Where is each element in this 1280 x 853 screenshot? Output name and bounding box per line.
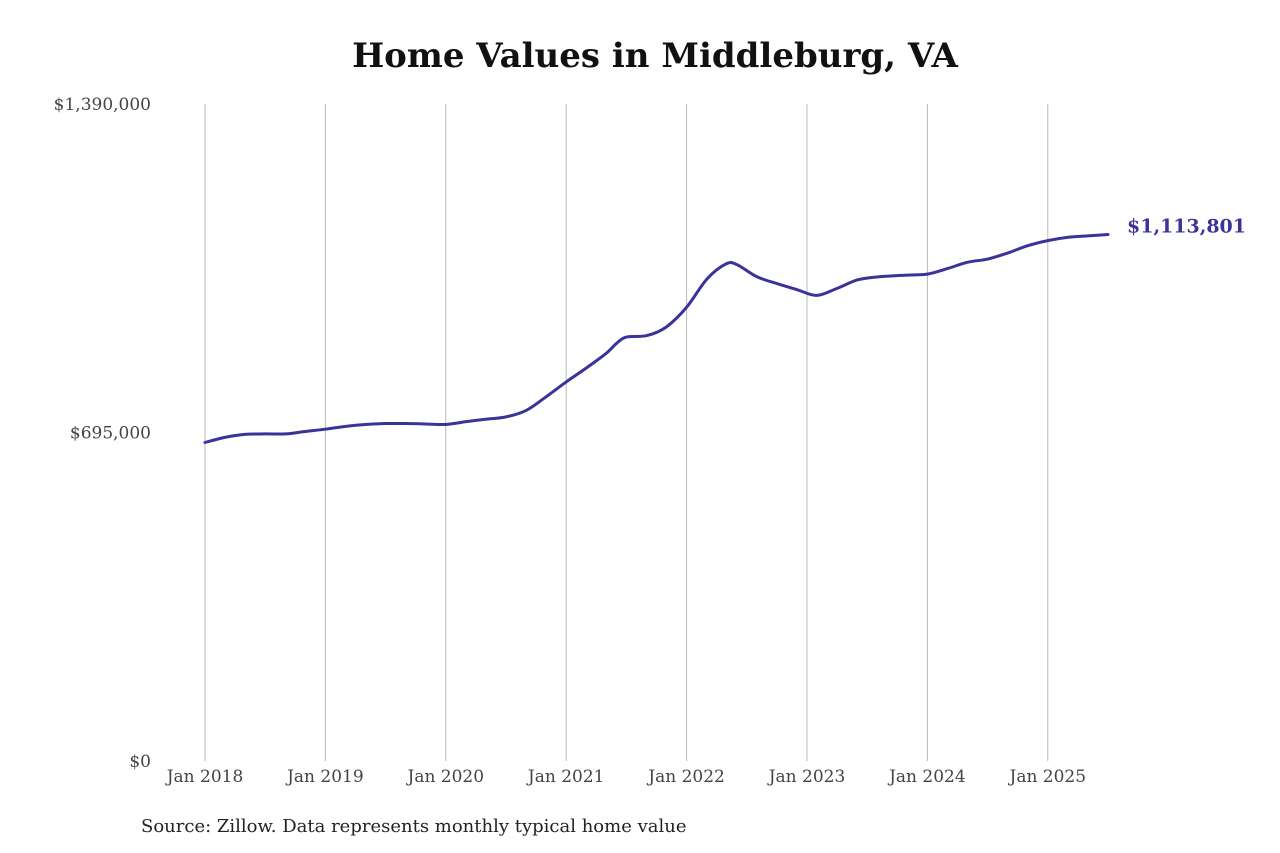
x-tick-label: Jan 2021 <box>526 767 605 787</box>
x-tick-label: Jan 2018 <box>165 767 244 787</box>
x-tick-label: Jan 2019 <box>285 767 364 787</box>
x-tick-label: Jan 2025 <box>1008 767 1087 787</box>
gridlines <box>204 104 1049 761</box>
end-value-label: $1,113,801 <box>1127 216 1246 238</box>
x-tick-label: Jan 2023 <box>767 767 846 787</box>
x-tick-label: Jan 2022 <box>646 767 725 787</box>
end-label-layer: $1,113,801 <box>1127 216 1246 238</box>
series-line <box>203 233 1110 444</box>
source-note: Source: Zillow. Data represents monthly … <box>141 816 687 837</box>
y-tick-label: $0 <box>129 752 151 772</box>
x-tick-label: Jan 2024 <box>887 767 966 787</box>
y-axis-ticks: $0 $695,000 $1,390,000 <box>54 95 151 772</box>
x-tick-label: Jan 2020 <box>406 767 485 787</box>
chart-title: Home Values in Middleburg, VA <box>352 36 958 76</box>
x-axis-ticks: Jan 2018 Jan 2019 Jan 2020 Jan 2021 Jan 2022… <box>165 767 1086 787</box>
y-tick-label: $1,390,000 <box>54 95 151 115</box>
series-layer <box>203 233 1110 444</box>
y-tick-label: $695,000 <box>70 424 151 444</box>
